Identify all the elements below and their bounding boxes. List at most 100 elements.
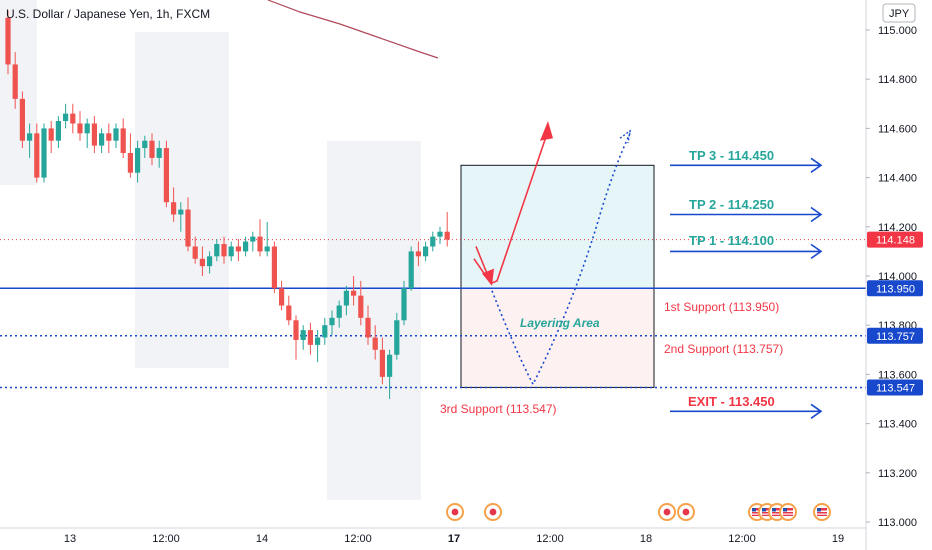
y-tick-label: 114.400 bbox=[878, 173, 917, 185]
y-tick-label: 114.800 bbox=[878, 74, 917, 86]
session-shade bbox=[327, 141, 421, 500]
candle bbox=[77, 111, 83, 141]
currency-label: JPY bbox=[889, 8, 910, 20]
candle bbox=[221, 236, 227, 264]
x-tick-label: 14 bbox=[256, 533, 268, 545]
candle bbox=[264, 221, 270, 257]
candle bbox=[257, 219, 263, 257]
x-tick-label: 18 bbox=[640, 533, 652, 545]
candle bbox=[99, 128, 105, 153]
candle bbox=[351, 276, 357, 306]
support2-price-tag[interactable]: 113.757 bbox=[867, 327, 923, 344]
layering-path bbox=[491, 132, 631, 386]
bullish-arrow-head-icon bbox=[540, 121, 553, 141]
candle bbox=[379, 337, 385, 385]
y-tick-label: 113.600 bbox=[878, 369, 917, 381]
candle bbox=[135, 140, 141, 183]
us-event-icon[interactable] bbox=[779, 503, 797, 521]
moving-average-line bbox=[267, 0, 439, 59]
x-tick-label: 12:00 bbox=[728, 533, 756, 545]
candle bbox=[163, 140, 169, 208]
x-tick-label: 19 bbox=[832, 533, 844, 545]
tp1-arrow-icon bbox=[670, 243, 823, 260]
candle bbox=[430, 231, 436, 252]
x-tick-label: 13 bbox=[64, 533, 76, 545]
japan-event-icon[interactable] bbox=[677, 503, 695, 521]
candle bbox=[192, 236, 198, 264]
candle bbox=[34, 123, 40, 183]
support1-label: 1st Support (113.950) bbox=[664, 300, 779, 314]
candle bbox=[444, 212, 450, 247]
candle bbox=[394, 312, 400, 360]
tp2-arrow-icon bbox=[670, 206, 823, 223]
tp1-label: TP 1 - 114.100 bbox=[689, 233, 774, 248]
japan-event-icon[interactable] bbox=[446, 503, 464, 521]
currency-badge[interactable]: JPY bbox=[882, 3, 916, 23]
candle bbox=[286, 295, 292, 326]
take-profit-zone[interactable] bbox=[460, 164, 655, 289]
y-tick-label: 113.000 bbox=[878, 517, 917, 529]
svg-text:113.950: 113.950 bbox=[876, 283, 915, 295]
support3-price-tag[interactable]: 113.547 bbox=[867, 379, 923, 396]
candle bbox=[307, 322, 313, 355]
y-tick-label: 113.200 bbox=[878, 468, 917, 480]
candle bbox=[228, 241, 234, 262]
layering-area-label: Layering Area bbox=[520, 316, 600, 330]
current-price-tag[interactable]: 114.148 bbox=[867, 231, 923, 248]
candle bbox=[199, 246, 205, 276]
candle bbox=[250, 231, 256, 252]
x-tick-label: 12:00 bbox=[536, 533, 564, 545]
y-tick-label: 114.200 bbox=[878, 222, 917, 234]
candle bbox=[329, 310, 335, 336]
candle bbox=[171, 187, 177, 222]
candle bbox=[19, 91, 25, 149]
x-tick-label: 12:00 bbox=[344, 533, 372, 545]
candle bbox=[5, 10, 11, 75]
candle bbox=[423, 241, 429, 262]
candle bbox=[372, 325, 378, 360]
support1-price-tag[interactable]: 113.950 bbox=[867, 280, 923, 297]
svg-text:114.148: 114.148 bbox=[876, 235, 915, 247]
candle bbox=[271, 241, 277, 294]
x-tick-label: 17 bbox=[448, 533, 460, 545]
bullish-path bbox=[475, 130, 549, 285]
candle bbox=[279, 280, 285, 311]
session-shade bbox=[135, 32, 229, 368]
candle bbox=[149, 133, 155, 166]
y-tick-label: 115.000 bbox=[878, 25, 917, 37]
candle bbox=[120, 118, 126, 158]
tp2-label: TP 2 - 114.250 bbox=[689, 197, 774, 212]
svg-text:113.757: 113.757 bbox=[876, 331, 915, 343]
y-tick-label: 114.600 bbox=[878, 123, 917, 135]
candle bbox=[243, 236, 249, 257]
candle bbox=[365, 305, 371, 345]
candle bbox=[235, 239, 241, 262]
candle bbox=[48, 121, 54, 153]
layering-arrow-head-icon bbox=[619, 129, 631, 144]
japan-event-icon[interactable] bbox=[484, 503, 502, 521]
candle bbox=[63, 103, 69, 129]
candle bbox=[214, 239, 220, 262]
candle bbox=[322, 317, 328, 345]
candle bbox=[300, 325, 306, 350]
chart-title: U.S. Dollar / Japanese Yen, 1h, FXCM bbox=[6, 7, 210, 21]
candle bbox=[358, 280, 364, 326]
candle bbox=[12, 52, 18, 109]
candle bbox=[185, 197, 191, 252]
candle bbox=[401, 280, 407, 326]
candle bbox=[55, 116, 61, 149]
candle bbox=[41, 123, 47, 183]
entry-arrow-head-icon bbox=[482, 268, 494, 286]
us-event-icon[interactable] bbox=[813, 503, 831, 521]
layering-zone[interactable] bbox=[460, 287, 655, 388]
candle bbox=[408, 246, 414, 291]
y-tick-label: 113.400 bbox=[878, 419, 917, 431]
candle bbox=[315, 330, 321, 363]
japan-event-icon[interactable] bbox=[658, 503, 676, 521]
candle bbox=[142, 135, 148, 158]
support2-label: 2nd Support (113.757) bbox=[664, 342, 783, 356]
candle bbox=[207, 251, 213, 274]
y-tick-label: 114.000 bbox=[878, 271, 917, 283]
